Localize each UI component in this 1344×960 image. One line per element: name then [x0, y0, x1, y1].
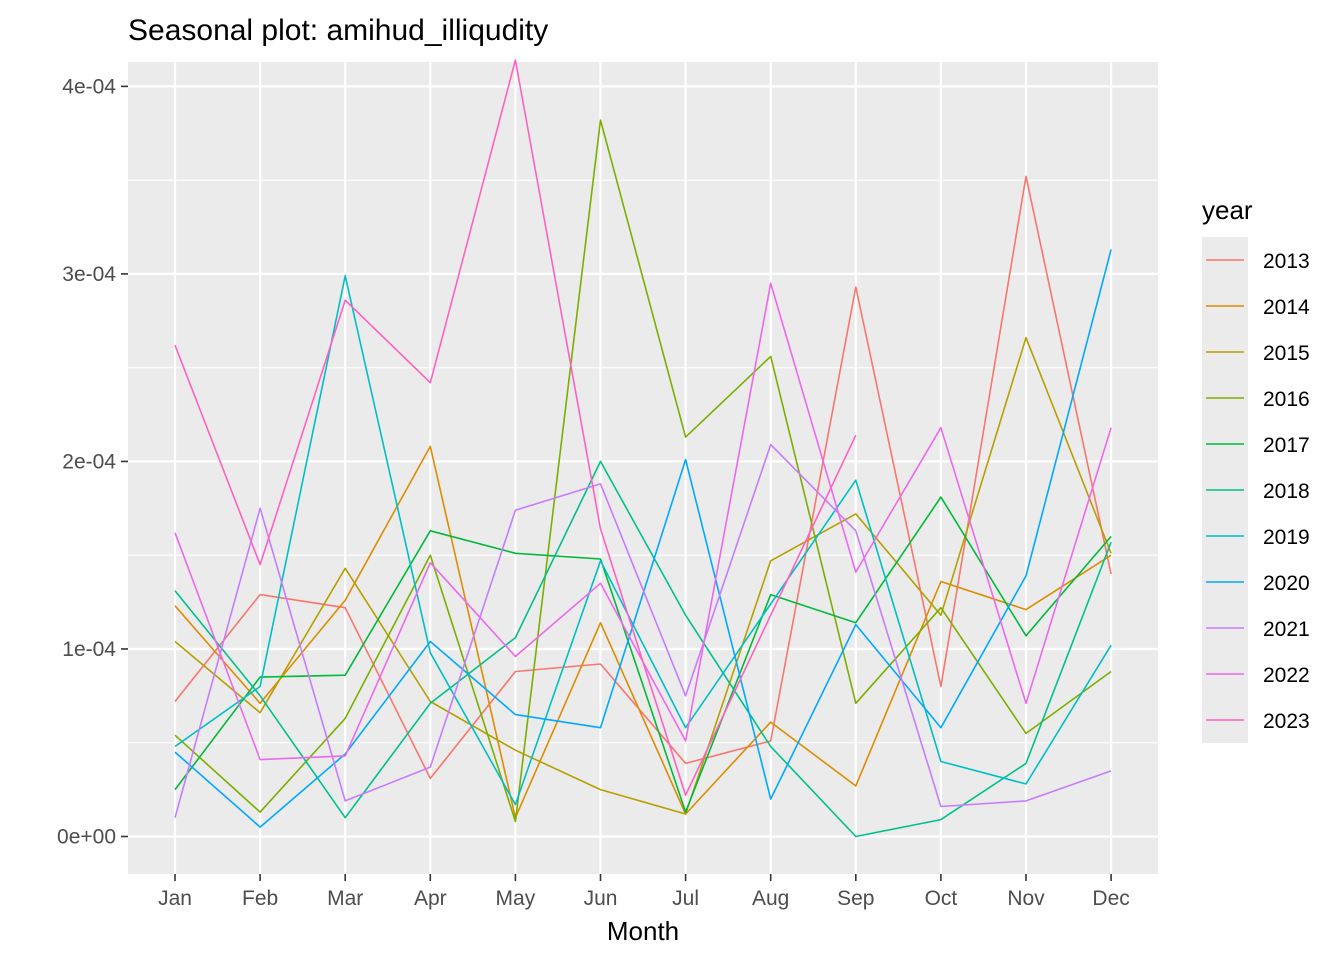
y-tick-label: 1e-04: [62, 638, 116, 661]
legend-label-2016: 2016: [1263, 388, 1310, 411]
legend-label-2023: 2023: [1263, 710, 1310, 733]
x-tick-label: May: [496, 887, 536, 910]
y-axis: 0e+00 1e-04 2e-04 3e-04 4e-04: [57, 75, 128, 848]
x-tick-label: Apr: [414, 887, 447, 910]
grid-minor: [128, 179, 1158, 744]
x-tick-label: Jan: [158, 887, 192, 910]
x-tick-label: Feb: [242, 887, 278, 910]
grid-major: [128, 62, 1158, 874]
legend-label-2013: 2013: [1263, 250, 1310, 273]
x-tick-label: Dec: [1092, 887, 1129, 910]
y-tick-label: 0e+00: [57, 825, 116, 848]
legend-label-2015: 2015: [1263, 342, 1310, 365]
series-line-2014: [174, 445, 1112, 819]
legend-label-2019: 2019: [1263, 526, 1310, 549]
y-tick-label: 3e-04: [62, 263, 116, 286]
series-line-2023: [174, 59, 857, 797]
x-axis: Jan Feb Mar Apr May Jun Jul Aug Sep Oct Nov Dec: [158, 874, 1130, 910]
x-tick-label: Jul: [672, 887, 699, 910]
legend-label-2020: 2020: [1263, 572, 1310, 595]
x-tick-label: Sep: [837, 887, 874, 910]
y-tick-label: 2e-04: [62, 450, 116, 473]
series-line-2013: [174, 175, 1112, 780]
x-tick-label: Jun: [584, 887, 618, 910]
series-line-2021: [174, 443, 1112, 818]
legend-label-2021: 2021: [1263, 618, 1310, 641]
legend-items: 2013 2014 2015 2016 2017 2018 2019 2020 2021 2022…: [1202, 237, 1310, 743]
series-line-2020: [174, 249, 1112, 828]
legend: year 2013 2014 2015 2016 2017 2018 2019 2020 202…: [1202, 195, 1310, 743]
chart-title: Seasonal plot: amihud_illiqudity: [128, 14, 548, 47]
x-tick-label: Mar: [327, 887, 363, 910]
legend-title: year: [1202, 195, 1253, 225]
y-tick-label: 4e-04: [62, 75, 116, 98]
legend-label-2022: 2022: [1263, 664, 1310, 687]
plot-panel: [128, 62, 1158, 874]
legend-label-2017: 2017: [1263, 434, 1310, 457]
x-tick-label: Oct: [925, 887, 958, 910]
series-line-2018: [174, 460, 1112, 838]
x-tick-label: Nov: [1007, 887, 1045, 910]
series-lines: [174, 59, 1112, 838]
x-axis-title: Month: [607, 916, 679, 946]
x-tick-label: Aug: [752, 887, 789, 910]
legend-label-2014: 2014: [1263, 296, 1310, 319]
series-line-2015: [174, 336, 1112, 815]
series-line-2016: [174, 119, 1112, 823]
series-line-2017: [174, 496, 1112, 813]
legend-label-2018: 2018: [1263, 480, 1310, 503]
